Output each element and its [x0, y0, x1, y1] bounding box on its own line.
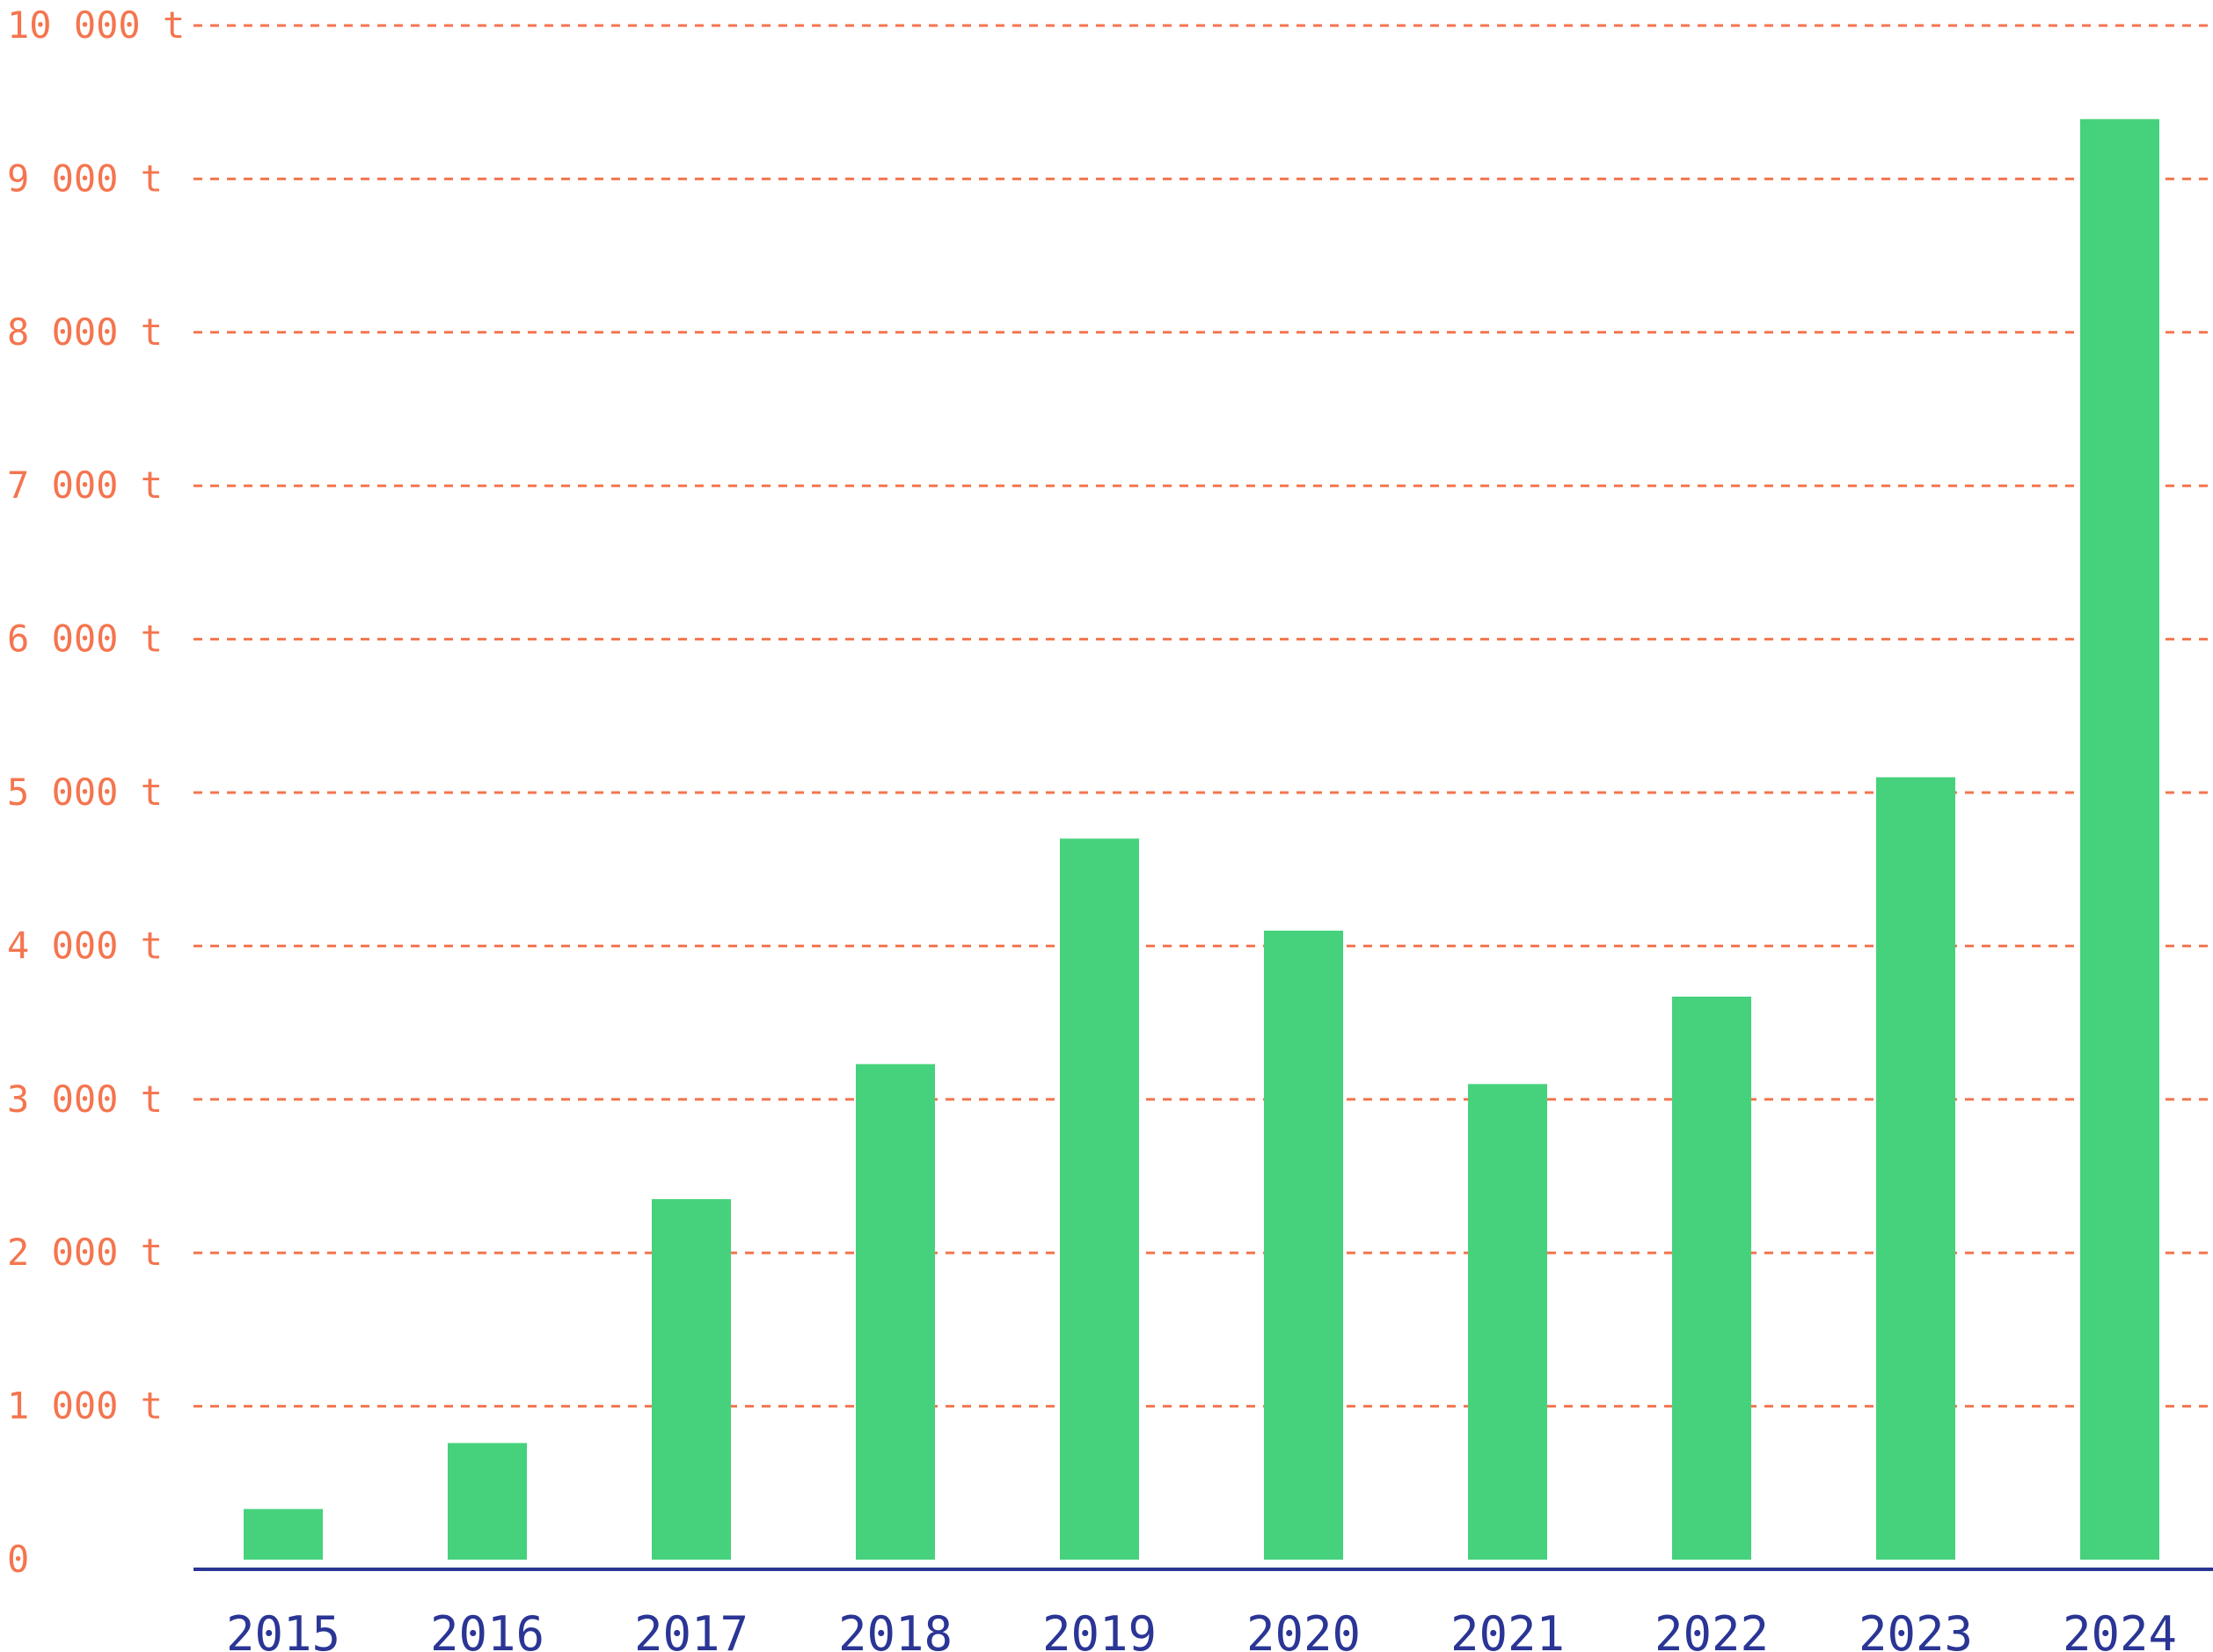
y-tick-label: 2 000 t — [7, 1231, 163, 1274]
x-tick-label: 2020 — [1246, 1606, 1361, 1652]
y-tick-label: 0 — [7, 1538, 29, 1581]
y-tick-label: 8 000 t — [7, 311, 163, 354]
bar-2022 — [1672, 996, 1751, 1560]
bar-2019 — [1060, 838, 1139, 1560]
bar-2024 — [2080, 119, 2159, 1560]
y-tick-label: 10 000 t — [7, 4, 185, 47]
x-tick-label: 2019 — [1042, 1606, 1157, 1652]
bar-2018 — [856, 1064, 935, 1560]
x-tick-label: 2024 — [2063, 1606, 2177, 1652]
y-tick-label: 6 000 t — [7, 618, 163, 661]
bar-2020 — [1264, 930, 1343, 1560]
y-tick-label: 7 000 t — [7, 464, 163, 507]
y-tick-label: 1 000 t — [7, 1385, 163, 1428]
x-tick-label: 2015 — [226, 1606, 340, 1652]
y-tick-label: 4 000 t — [7, 924, 163, 967]
x-tick-label: 2018 — [838, 1606, 953, 1652]
y-axis-ticks: 0 1 000 t 2 000 t 3 000 t 4 000 t 5 000 t 6 00… — [7, 4, 185, 1581]
bar-2023 — [1876, 777, 1955, 1560]
y-tick-label: 9 000 t — [7, 157, 163, 200]
bar-2015 — [244, 1509, 323, 1560]
bar-2016 — [448, 1443, 527, 1560]
x-axis-ticks: 2015 2016 2017 2018 2019 2020 2021 2022 2023 2024 — [226, 1606, 2177, 1652]
bar-2021 — [1468, 1084, 1547, 1560]
y-tick-label: 5 000 t — [7, 771, 163, 814]
x-tick-label: 2017 — [634, 1606, 749, 1652]
bars — [244, 119, 2159, 1560]
x-tick-label: 2016 — [430, 1606, 544, 1652]
bar-2017 — [652, 1199, 731, 1560]
gridlines — [194, 24, 2213, 1408]
x-tick-label: 2021 — [1450, 1606, 1565, 1652]
y-tick-label: 3 000 t — [7, 1078, 163, 1121]
x-tick-label: 2022 — [1654, 1606, 1769, 1652]
x-tick-label: 2023 — [1859, 1606, 1973, 1652]
